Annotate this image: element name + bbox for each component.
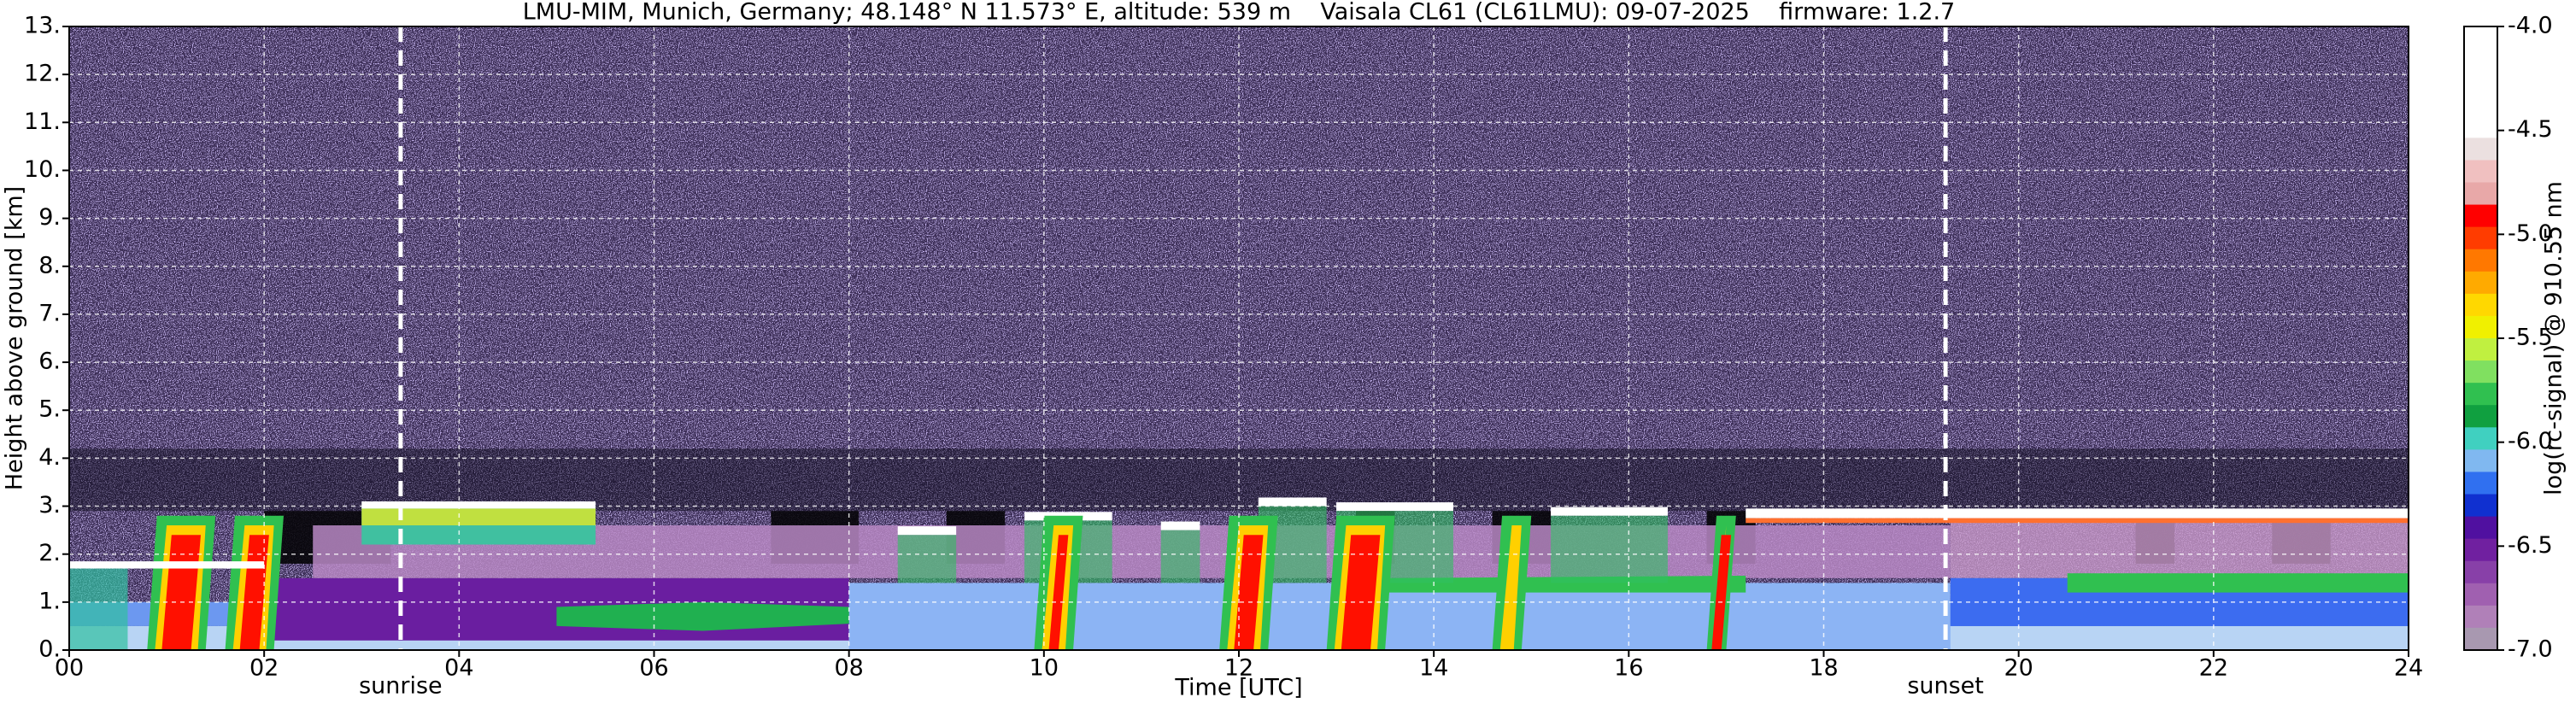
backscatter-region (1048, 535, 1069, 650)
backscatter-region (69, 561, 265, 569)
backscatter-region (69, 568, 128, 650)
y-tick-label: 9. (38, 204, 61, 231)
y-axis-label: Height above ground [km] (2, 186, 28, 490)
backscatter-region (1746, 508, 2409, 519)
colorbar-segment (2464, 315, 2497, 339)
colorbar-segment (2464, 182, 2497, 206)
backscatter-region (1234, 535, 1264, 650)
y-tick-label: 0. (38, 636, 61, 663)
x-tick-label: 10 (1030, 655, 1059, 682)
plot-frame (68, 26, 2409, 651)
colorbar-tick-label: -5.0 (2508, 220, 2553, 247)
x-tick-label: 14 (1419, 655, 1448, 682)
colorbar-tick-label: -4.0 (2508, 13, 2553, 39)
colorbar-segment (2464, 249, 2497, 272)
backscatter-region (897, 535, 957, 583)
backscatter-region (1160, 521, 1200, 530)
backscatter-region (361, 508, 596, 525)
colorbar-segment (2464, 271, 2497, 295)
y-tick-label: 6. (38, 349, 61, 375)
x-tick-label: 24 (2394, 655, 2423, 682)
colorbar-segment (2464, 204, 2497, 228)
colorbar-segment (2464, 26, 2497, 50)
colorbar-tick-label: -4.5 (2508, 116, 2553, 143)
overlay: 0. 1. 2. 3. 4. 5. 6. 7. 8. 9. 10. 11. 12. 13. 00 02 04 06… (24, 13, 2553, 700)
x-tick-label: 12 (1224, 655, 1253, 682)
colorbar-segment (2464, 405, 2497, 428)
backscatter-region (1499, 525, 1522, 650)
colorbar-segment (2464, 538, 2497, 562)
backscatter-region (556, 601, 849, 631)
colorbar-segment (2464, 360, 2497, 384)
y-tick-label: 4. (38, 444, 61, 471)
annotation-label: sunrise (359, 673, 443, 700)
colorbar-label: log(rc-signal) @ 910.55 nm (2541, 181, 2567, 495)
colorbar-segment (2464, 293, 2497, 317)
x-tick-label: 00 (55, 655, 84, 682)
y-tick-label: 8. (38, 252, 61, 278)
x-tick-label: 08 (834, 655, 863, 682)
backscatter-region (1341, 535, 1381, 650)
colorbar-segment (2464, 449, 2497, 472)
colorbar-segment (2464, 472, 2497, 495)
colorbar-tick-label: -5.5 (2508, 325, 2553, 351)
colorbar-segment (2464, 338, 2497, 361)
backscatter-region (1746, 518, 2409, 524)
colorbar-segment (2464, 627, 2497, 651)
y-tick-label: 5. (38, 396, 61, 423)
x-tick-label: 06 (639, 655, 668, 682)
colorbar-segment (2464, 93, 2497, 116)
backscatter-region (848, 583, 1951, 650)
x-tick-label: 04 (444, 655, 473, 682)
y-tick-label: 2. (38, 540, 61, 566)
x-tick-label: 18 (1809, 655, 1838, 682)
chart-title: LMU-MIM, Munich, Germany; 48.148° N 11.5… (523, 0, 1956, 26)
y-tick-label: 13. (24, 13, 61, 39)
colorbar-tick-label: -6.5 (2508, 532, 2553, 559)
colorbar-segment (2464, 115, 2497, 138)
colorbar-segment (2464, 383, 2497, 406)
backscatter-region (1711, 535, 1732, 650)
colorbar-segment (2464, 494, 2497, 518)
y-tick-label: 3. (38, 492, 61, 519)
y-tick-label: 12. (24, 61, 61, 87)
backscatter-region (1950, 515, 2409, 578)
colorbar-segment (2464, 138, 2497, 161)
y-tick-label: 7. (38, 300, 61, 326)
backscatter-region (2067, 573, 2409, 593)
y-tick-label: 10. (24, 156, 61, 183)
annotation-label: sunset (1907, 673, 1984, 700)
colorbar-segment (2464, 49, 2497, 72)
x-axis-label: Time [UTC] (1174, 675, 1302, 701)
backscatter-region (1258, 497, 1327, 507)
x-tick-label: 22 (2199, 655, 2228, 682)
colorbar-tick-label: -6.0 (2508, 428, 2553, 454)
colorbar-segment (2464, 605, 2497, 629)
colorbar-segment (2464, 226, 2497, 250)
colorbar-tick-label: -7.0 (2508, 636, 2553, 663)
colorbar-segment (2464, 71, 2497, 94)
x-tick-label: 20 (2004, 655, 2033, 682)
y-tick-label: 11. (24, 108, 61, 135)
colorbar-segment (2464, 583, 2497, 606)
x-tick-label: 16 (1614, 655, 1643, 682)
backscatter-region (1551, 507, 1668, 516)
colorbar-segment (2464, 560, 2497, 584)
backscatter-region (897, 526, 957, 536)
backscatter-region (361, 501, 596, 509)
y-tick-label: 1. (38, 588, 61, 614)
colorbar-segment (2464, 427, 2497, 450)
x-tick-label: 02 (249, 655, 279, 682)
colorbar-segment (2464, 160, 2497, 183)
backscatter-region (1160, 530, 1200, 583)
colorbar-segment (2464, 516, 2497, 540)
backscatter-region (1551, 515, 1668, 583)
